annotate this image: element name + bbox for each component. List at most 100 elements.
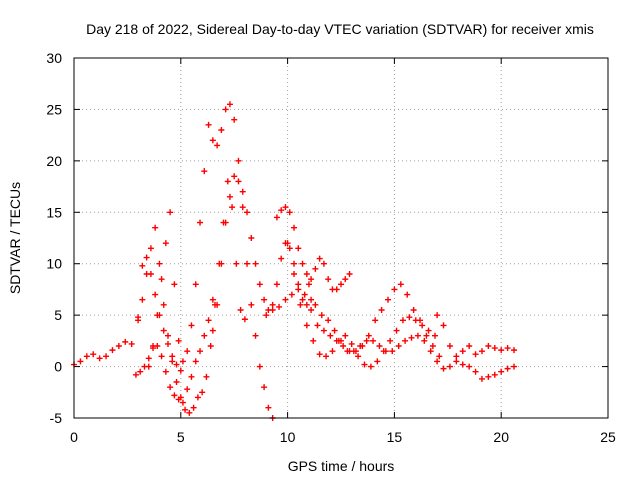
data-point [485,343,492,349]
data-point [466,363,473,370]
data-point [338,281,344,288]
data-point [308,296,315,303]
data-point [233,260,240,267]
data-point [372,317,379,324]
data-point [308,276,315,283]
data-point [419,322,426,329]
data-point [310,337,317,344]
data-series [71,101,518,421]
data-point [466,343,473,349]
data-point [440,322,447,329]
data-point [414,332,421,339]
series-track-5 [209,173,315,334]
data-point [323,353,330,360]
data-point [201,332,208,339]
data-point [389,348,396,355]
data-point [404,291,411,298]
data-point [152,291,159,298]
data-point [440,365,447,372]
data-point [179,399,186,406]
data-point [203,373,210,380]
data-point [139,262,146,269]
data-point [143,254,150,261]
data-point [284,240,291,247]
data-point [162,240,169,247]
x-tick-label: 0 [70,429,78,445]
data-point [162,368,169,375]
data-point [384,296,391,303]
data-point [139,296,146,303]
x-axis: 0 5 10 15 20 25 [70,58,616,445]
data-point [177,367,184,374]
x-axis-label: GPS time / hours [288,458,395,474]
data-point [226,193,233,200]
data-point [143,271,150,277]
data-point [175,396,182,403]
data-point [269,301,276,308]
y-tick-label: 15 [46,204,62,220]
data-point [197,348,204,355]
data-point [169,358,176,365]
data-point [344,348,351,355]
data-point [291,224,298,231]
data-point [312,301,319,308]
data-point [295,245,302,252]
data-point [252,332,259,339]
x-tick-label: 10 [280,429,296,445]
data-point [446,343,453,349]
data-point [288,291,295,298]
data-point [291,260,298,267]
data-point [338,337,344,344]
data-point [239,188,246,195]
y-axis-label: SDTVAR / TECUs [7,182,23,294]
data-point [278,207,285,214]
data-point [459,348,466,355]
data-point [179,358,186,365]
data-point [201,168,208,175]
data-point [261,384,268,391]
data-point [154,343,161,349]
x-tick-label: 25 [600,429,616,445]
data-point [160,327,167,334]
data-point [391,286,398,293]
data-point [498,347,505,354]
data-point [301,291,308,298]
data-point [387,337,394,344]
data-point [276,303,283,310]
data-point [303,301,310,308]
data-point [453,353,460,360]
data-point [459,361,466,368]
data-point [511,347,518,354]
data-point [273,214,280,221]
data-point [295,286,302,293]
data-point [226,101,233,108]
data-point [370,337,377,344]
y-tick-label: 10 [46,256,62,272]
data-point [237,307,244,313]
data-point [164,332,171,339]
data-point [331,327,338,334]
series-track-6 [273,204,353,293]
y-axis: -5 0 5 10 15 20 25 30 [46,50,608,426]
data-point [402,337,409,344]
data-point [182,406,189,413]
data-point [194,394,201,401]
data-point [209,137,216,144]
data-point [312,265,319,272]
data-point [397,281,404,288]
data-point [367,363,374,370]
data-point [316,255,323,262]
data-point [169,353,176,360]
data-point [478,348,485,355]
data-point [252,260,259,267]
data-point [192,358,199,365]
data-point [209,296,216,303]
data-point [325,317,332,324]
data-point [325,276,332,283]
data-point [209,327,216,334]
data-point [363,337,370,344]
data-point [446,363,453,370]
data-point [357,343,364,349]
data-point [376,343,383,349]
data-point [491,345,498,352]
